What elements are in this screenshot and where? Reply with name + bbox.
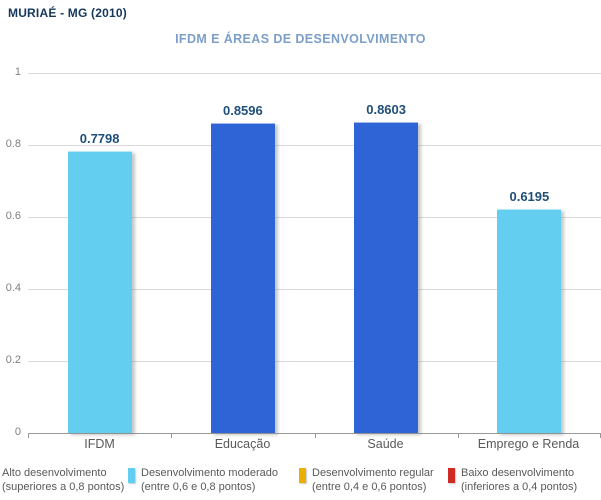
bar: [210, 122, 275, 433]
page-title: MURIAÉ - MG (2010): [8, 6, 127, 20]
gridline: [28, 73, 601, 74]
legend-swatch: [299, 468, 306, 483]
y-axis-tick-label: 0: [14, 426, 21, 438]
gridline: [28, 145, 601, 146]
bar-group: 0.7798: [28, 73, 171, 433]
bar-group: 0.6195: [458, 73, 601, 433]
bar-group: 0.8596: [171, 73, 314, 433]
y-axis-tick-label: 1: [14, 66, 21, 78]
bar-value-label: 0.8596: [222, 102, 263, 118]
x-axis-tick: [314, 433, 316, 438]
chart-title: IFDM E ÁREAS DE DESENVOLVIMENTO: [175, 32, 426, 46]
y-axis-tick-label: 0.4: [5, 282, 21, 294]
gridline: [28, 289, 601, 290]
legend-item-baixo-desenvolvimento: Baixo desenvolvimento (inferiores a 0,4 …: [448, 467, 577, 494]
bar-value-label: 0.6195: [509, 188, 550, 204]
x-axis-category-label: Educação: [214, 437, 271, 451]
legend-label: Desenvolvimento moderado (entre 0,6 e 0,…: [141, 467, 278, 493]
x-axis-category-label: Saúde: [367, 437, 404, 451]
x-axis-tick: [28, 433, 29, 438]
legend-item-desenvolvimento-regular: Desenvolvimento regular (entre 0,4 e 0,6…: [299, 467, 434, 494]
legend-label: Desenvolvimento regular (entre 0,4 e 0,6…: [312, 467, 434, 493]
y-axis-tick-label: 0.2: [5, 354, 21, 366]
bar-value-label: 0.8603: [366, 102, 406, 118]
gridline: [28, 217, 601, 218]
x-axis-category-label: IFDM: [84, 437, 115, 451]
bar: [354, 122, 419, 433]
y-axis-tick-label: 0.6: [5, 210, 21, 222]
bar-value-label: 0.7798: [79, 131, 120, 147]
x-axis-tick: [457, 433, 459, 438]
legend-item-alto-desenvolvimento: Alto desenvolvimento (superiores a 0,8 p…: [0, 467, 124, 494]
plot-area: 0.7798 0.8596 0.8603 0.6195: [28, 73, 601, 438]
y-axis-tick-label: 0.8: [5, 138, 21, 150]
bar-group: 0.8603: [315, 73, 458, 433]
legend-swatch: [128, 468, 135, 483]
bar: [497, 208, 562, 433]
legend-label: Baixo desenvolvimento (inferiores a 0,4 …: [461, 467, 578, 493]
legend-item-desenvolvimento-moderado: Desenvolvimento moderado (entre 0,6 e 0,…: [128, 467, 278, 494]
x-axis-category-label: Emprego e Renda: [477, 437, 580, 451]
chart-legend: Alto desenvolvimento (superiores a 0,8 p…: [0, 467, 601, 500]
bar: [67, 151, 132, 433]
gridline: [28, 361, 601, 362]
legend-label: Alto desenvolvimento (superiores a 0,8 p…: [2, 467, 125, 493]
legend-swatch: [448, 468, 455, 483]
x-axis-tick: [171, 433, 173, 438]
